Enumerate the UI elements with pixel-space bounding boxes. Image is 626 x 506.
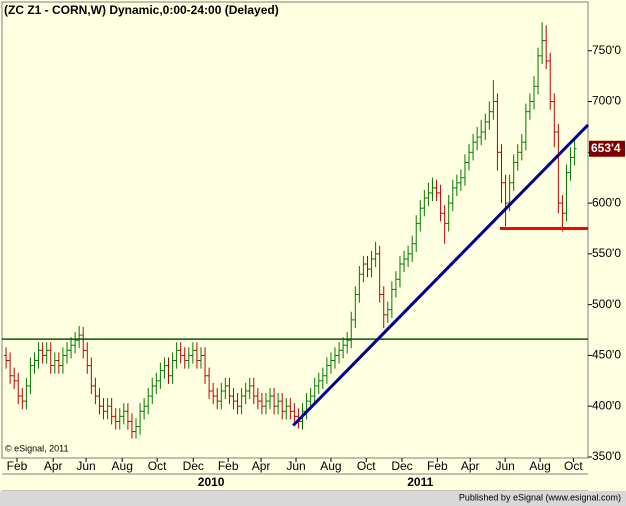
y-tick-label: 450'0 <box>592 348 621 362</box>
x-tick-label: Aug <box>112 459 133 473</box>
y-tick-label: 500'0 <box>592 297 621 311</box>
last-price-box <box>589 140 625 157</box>
x-tick-label: Apr <box>461 459 480 473</box>
x-tick-label: Dec <box>183 459 204 473</box>
x-tick-label: Apr <box>252 459 271 473</box>
plot-area <box>1 1 589 459</box>
x-tick-label: Feb <box>218 459 239 473</box>
x-tick-label: Oct <box>564 459 583 473</box>
y-tick-label: 600'0 <box>592 195 621 209</box>
x-tick-label: Feb <box>7 459 28 473</box>
y-tick-label: 750'0 <box>592 43 621 57</box>
x-tick-label: Dec <box>391 459 412 473</box>
x-tick-label: Oct <box>357 459 376 473</box>
x-tick-label: Aug <box>529 459 550 473</box>
x-tick-label: Aug <box>320 459 341 473</box>
x-tick-label: Oct <box>148 459 167 473</box>
x-tick-label: Jun <box>286 459 305 473</box>
chart-title: (ZC Z1 - CORN,W) Dynamic,0:00-24:00 (Del… <box>4 3 279 17</box>
y-tick-label: 700'0 <box>592 94 621 108</box>
last-price-label: 653'4 <box>591 141 621 155</box>
y-tick-label: 550'0 <box>592 246 621 260</box>
y-tick-label: 400'0 <box>592 398 621 412</box>
year-label: 2011 <box>407 475 433 489</box>
x-tick-label: Apr <box>44 459 63 473</box>
y-tick-label: 350'0 <box>592 449 621 463</box>
annotation-line <box>292 123 590 427</box>
year-label: 2010 <box>198 475 225 489</box>
copyright: © eSignal, 2011 <box>5 443 69 453</box>
x-tick-label: Jun <box>76 459 95 473</box>
x-tick-label: Feb <box>427 459 448 473</box>
footer: Published by eSignal (www.esignal.com) <box>459 492 621 502</box>
x-tick-label: Jun <box>495 459 514 473</box>
footer-strip <box>0 491 626 506</box>
